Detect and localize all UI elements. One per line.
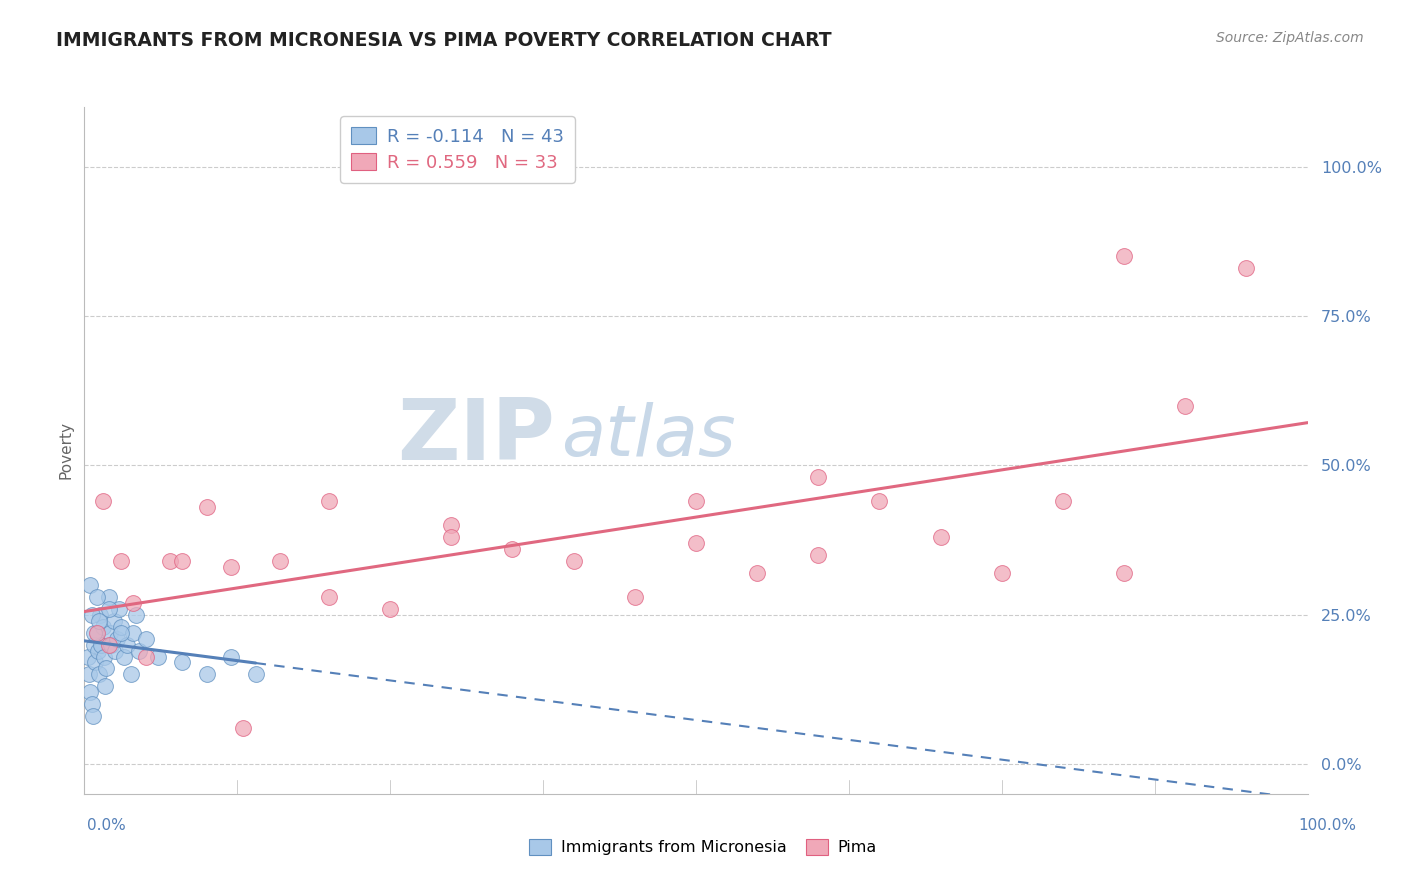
Point: [110, 620, 132, 634]
Point: [501, 541, 523, 556]
Point: [87, 667, 110, 681]
Point: [104, 643, 127, 657]
Point: [269, 554, 291, 568]
Point: [91, 620, 114, 634]
Point: [77, 667, 100, 681]
Point: [1234, 261, 1257, 276]
Point: [91, 494, 114, 508]
Point: [685, 494, 707, 508]
Point: [107, 601, 129, 615]
Point: [94, 679, 117, 693]
Point: [89, 607, 111, 622]
Text: 100.0%: 100.0%: [1299, 818, 1357, 832]
Point: [318, 494, 340, 508]
Point: [115, 638, 138, 652]
Point: [87, 643, 110, 657]
Point: [869, 494, 891, 508]
Point: [807, 470, 830, 484]
Point: [125, 607, 148, 622]
Point: [82, 709, 104, 723]
Point: [122, 625, 145, 640]
Point: [135, 649, 157, 664]
Point: [440, 530, 463, 544]
Point: [79, 578, 101, 592]
Point: [146, 649, 169, 664]
Point: [318, 590, 340, 604]
Point: [110, 625, 132, 640]
Point: [159, 554, 181, 568]
Point: [110, 554, 132, 568]
Point: [929, 530, 952, 544]
Text: ZIP: ZIP: [398, 395, 555, 478]
Point: [122, 596, 145, 610]
Point: [1114, 566, 1136, 580]
Text: Source: ZipAtlas.com: Source: ZipAtlas.com: [1216, 31, 1364, 45]
Point: [219, 649, 242, 664]
Point: [1114, 249, 1136, 263]
Point: [128, 643, 150, 657]
Text: 0.0%: 0.0%: [87, 818, 127, 832]
Point: [172, 554, 194, 568]
Point: [97, 601, 120, 615]
Y-axis label: Poverty: Poverty: [58, 421, 73, 480]
Point: [77, 649, 100, 664]
Legend: Immigrants from Micronesia, Pima: Immigrants from Micronesia, Pima: [523, 833, 883, 862]
Text: atlas: atlas: [561, 402, 735, 471]
Point: [86, 590, 108, 604]
Point: [80, 698, 103, 712]
Point: [100, 638, 122, 652]
Point: [172, 656, 194, 670]
Point: [83, 625, 105, 640]
Point: [807, 548, 830, 562]
Point: [97, 638, 120, 652]
Point: [1052, 494, 1074, 508]
Point: [195, 667, 218, 681]
Legend: R = -0.114   N = 43, R = 0.559   N = 33: R = -0.114 N = 43, R = 0.559 N = 33: [340, 116, 575, 183]
Point: [105, 632, 128, 646]
Point: [87, 614, 110, 628]
Point: [1174, 399, 1197, 413]
Point: [120, 667, 142, 681]
Point: [96, 661, 118, 675]
Point: [103, 614, 125, 628]
Text: IMMIGRANTS FROM MICRONESIA VS PIMA POVERTY CORRELATION CHART: IMMIGRANTS FROM MICRONESIA VS PIMA POVER…: [56, 31, 832, 50]
Point: [79, 685, 101, 699]
Point: [98, 625, 121, 640]
Point: [747, 566, 769, 580]
Point: [135, 632, 157, 646]
Point: [624, 590, 647, 604]
Point: [440, 518, 463, 533]
Point: [195, 500, 218, 515]
Point: [93, 649, 115, 664]
Point: [83, 638, 105, 652]
Point: [90, 638, 112, 652]
Point: [97, 590, 120, 604]
Point: [562, 554, 585, 568]
Point: [991, 566, 1014, 580]
Point: [84, 656, 107, 670]
Point: [685, 536, 707, 550]
Point: [232, 721, 254, 735]
Point: [380, 601, 402, 615]
Point: [86, 625, 108, 640]
Point: [112, 649, 135, 664]
Point: [80, 607, 103, 622]
Point: [245, 667, 267, 681]
Point: [219, 560, 242, 574]
Point: [86, 625, 108, 640]
